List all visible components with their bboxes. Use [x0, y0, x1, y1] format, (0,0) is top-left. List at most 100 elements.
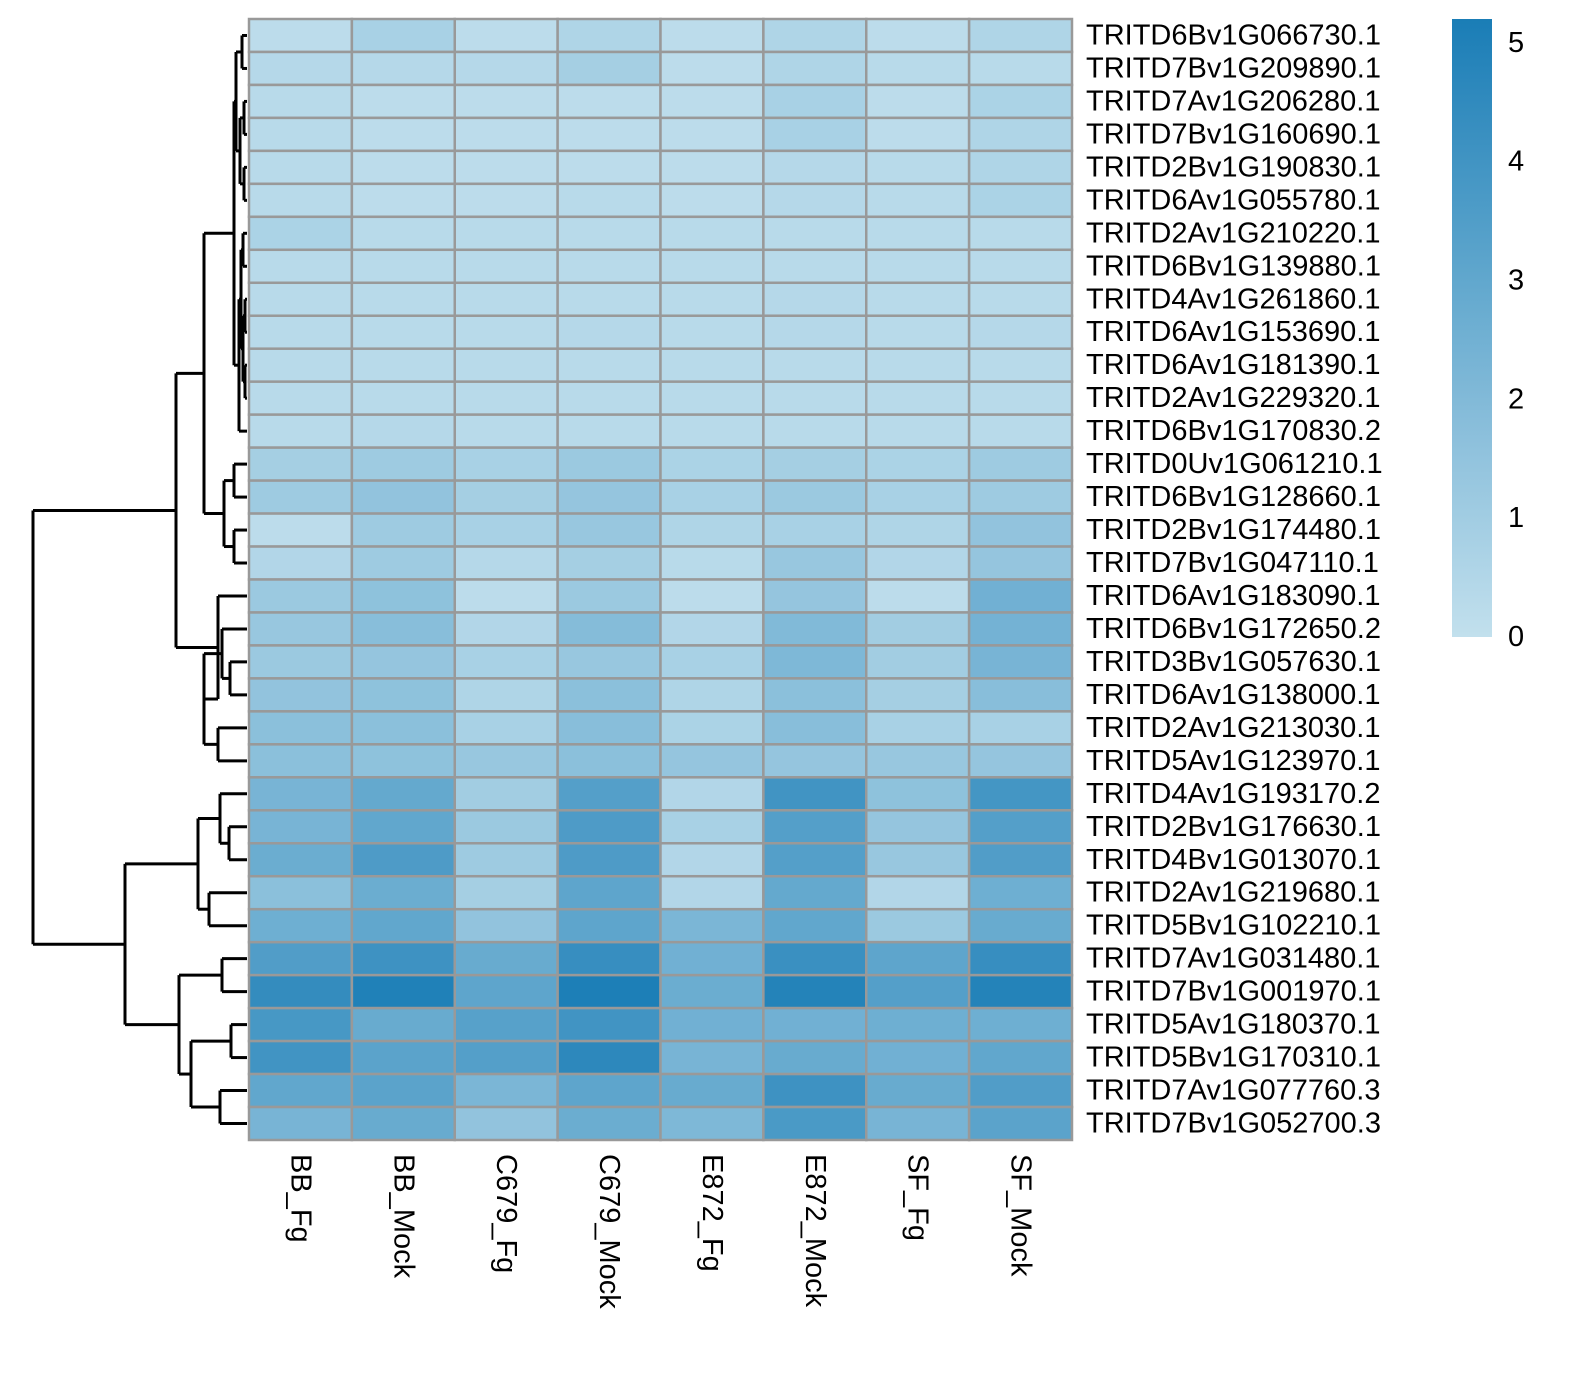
heatmap-cell — [762, 149, 868, 186]
heatmap-cell — [865, 907, 971, 944]
row-label: TRITD7Av1G077760.3 — [1086, 1075, 1380, 1107]
heatmap-cell — [659, 907, 765, 944]
heatmap-cell — [659, 1105, 765, 1142]
column-label: E872_Fg — [696, 1154, 728, 1272]
heatmap-cell — [967, 874, 1074, 911]
heatmap-cell — [350, 281, 456, 317]
heatmap-cell — [659, 248, 765, 285]
heatmap-cell — [350, 776, 456, 812]
heatmap-cell — [453, 743, 559, 779]
colorbar-tick-label: 0 — [1508, 621, 1524, 653]
row-label: TRITD2Bv1G176630.1 — [1086, 811, 1381, 843]
heatmap-cell — [865, 611, 971, 647]
heatmap-cell — [865, 842, 971, 878]
heatmap-cell — [967, 149, 1074, 186]
heatmap-cell — [247, 611, 354, 647]
heatmap-cell — [247, 710, 354, 746]
heatmap-cell — [659, 50, 765, 87]
heatmap-cell — [453, 644, 559, 680]
heatmap-cell — [556, 578, 662, 614]
heatmap-cell — [247, 215, 354, 252]
heatmap-cell — [865, 1006, 971, 1043]
heatmap-cell — [762, 677, 868, 713]
row-label: TRITD7Bv1G001970.1 — [1086, 976, 1381, 1008]
heatmap-cell — [659, 1072, 765, 1109]
heatmap-cell — [247, 1105, 354, 1142]
heatmap-cell — [556, 446, 662, 482]
heatmap-cell — [762, 644, 868, 680]
heatmap-cell — [453, 677, 559, 713]
heatmap-cell — [967, 215, 1074, 252]
heatmap-cell — [350, 479, 456, 515]
heatmap-cell — [556, 479, 662, 515]
heatmap-cell — [967, 1006, 1074, 1043]
heatmap-cell — [350, 83, 456, 120]
row-label: TRITD2Av1G229320.1 — [1086, 382, 1380, 414]
heatmap-cell — [350, 149, 456, 186]
row-label: TRITD7Bv1G160690.1 — [1086, 118, 1381, 150]
row-label: TRITD5Bv1G170310.1 — [1086, 1042, 1381, 1074]
heatmap-cell — [556, 116, 662, 153]
heatmap-cell — [659, 842, 765, 878]
heatmap-cell — [350, 446, 456, 482]
heatmap-cell — [453, 215, 559, 252]
heatmap-cell — [762, 281, 868, 317]
heatmap-cell — [659, 545, 765, 581]
heatmap-cell — [556, 50, 662, 87]
heatmap-cell — [967, 479, 1074, 515]
heatmap-cell — [556, 347, 662, 383]
heatmap-cell — [762, 809, 868, 845]
heatmap-cell — [247, 116, 354, 153]
heatmap-cell — [762, 1105, 868, 1142]
heatmap-cell — [967, 907, 1074, 944]
heatmap-cell — [865, 380, 971, 416]
heatmap-cell — [350, 380, 456, 416]
heatmap-cell — [247, 446, 354, 482]
heatmap-cell — [659, 644, 765, 680]
heatmap-cell — [350, 1072, 456, 1109]
row-label: TRITD6Bv1G128660.1 — [1086, 481, 1381, 513]
row-label: TRITD2Bv1G174480.1 — [1086, 514, 1381, 546]
heatmap-cell — [453, 281, 559, 317]
heatmap-cell — [247, 874, 354, 911]
heatmap-cell — [762, 611, 868, 647]
heatmap-cell — [350, 611, 456, 647]
heatmap-cell — [556, 1072, 662, 1109]
column-label: C679_Mock — [593, 1154, 625, 1309]
heatmap-cell — [865, 83, 971, 120]
heatmap-cell — [556, 83, 662, 120]
heatmap-cell — [453, 776, 559, 812]
heatmap-cell — [247, 512, 354, 548]
heatmap-cell — [659, 281, 765, 317]
heatmap-cells — [247, 17, 1074, 1142]
heatmap-cell — [247, 281, 354, 317]
heatmap-cell — [865, 776, 971, 812]
heatmap-cell — [967, 611, 1074, 647]
heatmap-cell — [556, 677, 662, 713]
heatmap-cell — [967, 347, 1074, 383]
heatmap-cell — [453, 1072, 559, 1109]
heatmap-cell — [453, 83, 559, 120]
heatmap-cell — [762, 907, 868, 944]
heatmap-cell — [247, 578, 354, 614]
heatmap-cell — [865, 479, 971, 515]
heatmap-cell — [967, 83, 1074, 120]
heatmap-cell — [556, 1006, 662, 1043]
heatmap-cell — [350, 248, 456, 285]
heatmap-cell — [762, 347, 868, 383]
row-label: TRITD7Bv1G052700.3 — [1086, 1108, 1381, 1140]
heatmap-cell — [659, 413, 765, 449]
heatmap-cell — [659, 149, 765, 186]
column-labels: BB_Fg BB_Mock C679_Fg C679_Mock E872_Fg E872_… — [284, 1154, 1036, 1309]
heatmap-cell — [967, 248, 1074, 285]
colorbar-tick-label: 5 — [1508, 27, 1524, 59]
heatmap-cell — [350, 116, 456, 153]
heatmap-cell — [247, 182, 354, 219]
heatmap-cell — [967, 281, 1074, 317]
heatmap-cell — [659, 1039, 765, 1076]
heatmap-cell — [453, 710, 559, 746]
heatmap-cell — [967, 940, 1074, 977]
heatmap-cell — [453, 413, 559, 449]
heatmap-cell — [762, 314, 868, 350]
